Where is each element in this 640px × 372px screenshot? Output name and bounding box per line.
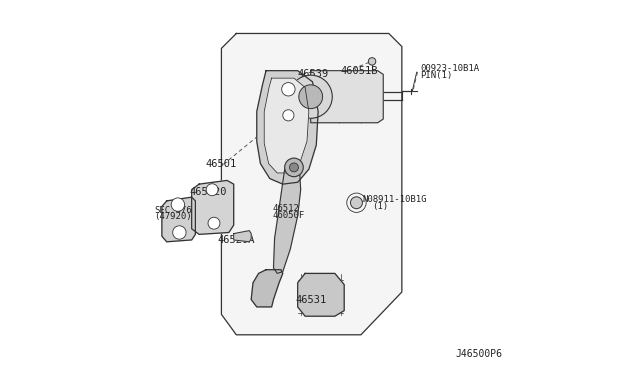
Text: SEC.476: SEC.476	[154, 206, 192, 215]
Polygon shape	[310, 71, 383, 123]
Text: J46500P6: J46500P6	[456, 349, 503, 359]
Circle shape	[289, 163, 298, 172]
Circle shape	[351, 197, 362, 209]
Text: 46512: 46512	[273, 204, 300, 213]
Circle shape	[283, 110, 294, 121]
Polygon shape	[251, 270, 283, 307]
Polygon shape	[273, 164, 301, 273]
Circle shape	[208, 217, 220, 229]
Text: 46051B: 46051B	[341, 67, 378, 76]
Text: N08911-10B1G: N08911-10B1G	[363, 195, 428, 204]
Polygon shape	[191, 180, 234, 234]
Circle shape	[285, 158, 303, 177]
Polygon shape	[162, 197, 195, 242]
Circle shape	[369, 58, 376, 65]
Text: 00923-10B1A: 00923-10B1A	[420, 64, 479, 73]
Circle shape	[206, 184, 218, 196]
Text: 46539: 46539	[298, 70, 329, 79]
Circle shape	[289, 75, 332, 118]
Polygon shape	[264, 78, 309, 173]
Text: (47920): (47920)	[154, 212, 192, 221]
Polygon shape	[234, 231, 251, 242]
Text: (1): (1)	[372, 202, 388, 211]
Polygon shape	[221, 33, 402, 335]
Polygon shape	[257, 71, 318, 184]
Polygon shape	[298, 273, 344, 316]
Text: 46501: 46501	[205, 160, 237, 169]
Circle shape	[282, 83, 295, 96]
Text: 46520A: 46520A	[218, 235, 255, 245]
Text: PIN(1): PIN(1)	[420, 71, 452, 80]
Circle shape	[173, 226, 186, 239]
Circle shape	[299, 85, 323, 109]
Text: 46050F: 46050F	[273, 211, 305, 219]
Text: 465120: 465120	[189, 187, 227, 197]
Text: 46531: 46531	[296, 295, 327, 305]
Circle shape	[172, 198, 184, 211]
